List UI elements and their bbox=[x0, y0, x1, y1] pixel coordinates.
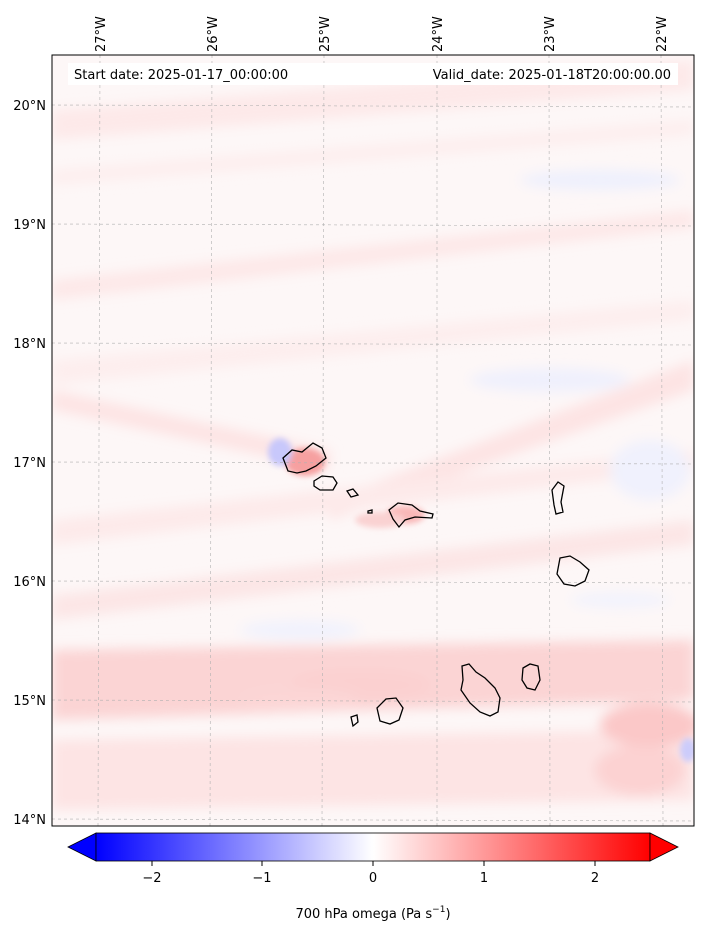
island-santa-luzia bbox=[345, 488, 360, 498]
colorbar: −2 −1 0 1 2 700 hPa omega (Pa s−1) bbox=[67, 832, 679, 922]
island-santo-antao bbox=[282, 442, 327, 474]
lat-tick-labels: 20°N 19°N 18°N 17°N 16°N 15°N 14°N bbox=[13, 99, 46, 828]
lon-tick-label: 25°W bbox=[318, 16, 333, 52]
island-santiago bbox=[460, 663, 501, 717]
colorbar-tick-label: 2 bbox=[591, 871, 599, 886]
colorbar-label-suffix: ) bbox=[445, 907, 450, 922]
island-raso bbox=[367, 509, 373, 514]
lat-tick-label: 18°N bbox=[13, 337, 46, 352]
map-frame bbox=[51, 54, 695, 827]
omega-field bbox=[52, 55, 694, 826]
lat-tick-label: 14°N bbox=[13, 813, 46, 828]
colorbar-label-exponent: −1 bbox=[432, 905, 445, 915]
lon-tick-labels: 27°W 26°W 25°W 24°W 23°W 22°W bbox=[94, 16, 670, 52]
gridlines bbox=[52, 55, 694, 826]
island-fogo bbox=[376, 697, 404, 725]
lat-tick-label: 19°N bbox=[13, 218, 46, 233]
colorbar-tick-label: 1 bbox=[480, 871, 488, 886]
colorbar-min-extension bbox=[67, 832, 97, 862]
colorbar-max-extension bbox=[649, 832, 679, 862]
island-brava bbox=[350, 714, 359, 728]
island-sal bbox=[551, 481, 565, 515]
lat-tick-label: 16°N bbox=[13, 575, 46, 590]
colorbar-tick-label: −1 bbox=[252, 871, 271, 886]
lon-tick-label: 22°W bbox=[655, 16, 670, 52]
coastlines bbox=[282, 442, 590, 728]
colorbar-tick-label: −2 bbox=[142, 871, 161, 886]
lon-tick-label: 24°W bbox=[431, 16, 446, 52]
lat-tick-label: 17°N bbox=[13, 456, 46, 471]
island-maio bbox=[521, 663, 541, 691]
colorbar-label: 700 hPa omega (Pa s−1) bbox=[295, 905, 450, 922]
colorbar-label-prefix: 700 hPa omega (Pa s bbox=[295, 907, 432, 922]
valid-date-label: Valid_date: 2025-01-18T20:00:00.00 bbox=[433, 68, 671, 83]
colorbar-body bbox=[95, 832, 651, 862]
island-sao-vicente bbox=[313, 475, 338, 491]
lon-tick-label: 27°W bbox=[94, 16, 109, 52]
lon-tick-label: 26°W bbox=[206, 16, 221, 52]
start-date-label: Start date: 2025-01-17_00:00:00 bbox=[74, 68, 288, 83]
lat-tick-label: 15°N bbox=[13, 694, 46, 709]
lon-tick-label: 23°W bbox=[543, 16, 558, 52]
lat-tick-label: 20°N bbox=[13, 99, 46, 114]
island-boa-vista bbox=[556, 555, 590, 587]
annotation-box bbox=[68, 63, 678, 85]
island-sao-nicolau bbox=[388, 502, 434, 529]
colorbar-tick-label: 0 bbox=[369, 871, 377, 886]
